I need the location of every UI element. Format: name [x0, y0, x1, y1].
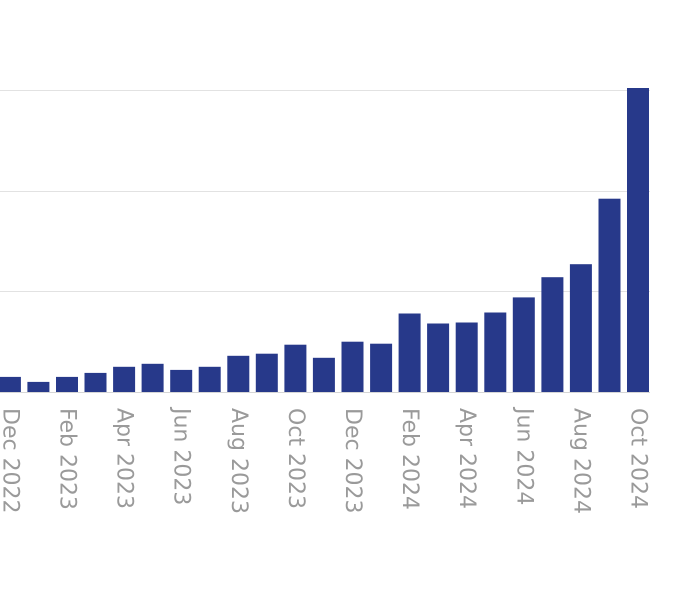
bar-dec-2023	[341, 341, 364, 392]
bar-mar-2024	[427, 323, 450, 392]
bar-feb-2024	[398, 313, 421, 392]
bar-sep-2023	[255, 353, 278, 392]
bar-nov-2023	[312, 357, 335, 392]
bar-apr-2023	[113, 366, 136, 392]
bar-jan-2024	[370, 343, 393, 392]
bar-jul-2024	[541, 277, 564, 392]
x-tick-label-feb-2023: Feb 2023	[55, 408, 80, 510]
bar-jul-2023	[198, 366, 221, 392]
bar-sep-2024	[598, 198, 621, 392]
x-tick-label-dec-2022: Dec 2022	[0, 408, 22, 514]
bar-may-2023	[141, 363, 164, 392]
x-tick-label-apr-2023: Apr 2023	[112, 408, 137, 509]
bar-oct-2024	[627, 88, 649, 392]
x-tick-label-feb-2024: Feb 2024	[397, 408, 422, 510]
bar-aug-2024	[569, 264, 592, 392]
x-axis-tick-labels: Dec 2022 Feb 2023 Apr 2023 Jun 2023 Aug 2023…	[0, 406, 651, 514]
bar-feb-2023	[56, 376, 78, 392]
bar-dec-2022	[0, 376, 21, 392]
bar-apr-2024	[455, 322, 478, 392]
x-tick-label-oct-2024: Oct 2024	[626, 408, 651, 509]
bar-jan-2023	[27, 381, 50, 392]
bar-aug-2023	[227, 355, 250, 392]
x-tick-label-oct-2023: Oct 2023	[283, 408, 308, 509]
x-tick-label-jun-2023: Jun 2023	[169, 406, 194, 505]
bar-may-2024	[484, 312, 507, 392]
gridlines	[0, 90, 650, 292]
x-tick-label-jun-2024: Jun 2024	[511, 406, 536, 505]
bar-jun-2024	[512, 297, 535, 392]
x-tick-label-aug-2023: Aug 2023	[226, 408, 251, 514]
x-tick-label-dec-2023: Dec 2023	[340, 408, 365, 514]
bar-jun-2023	[170, 369, 193, 392]
bars	[0, 88, 649, 392]
x-tick-label-aug-2024: Aug 2024	[568, 408, 593, 514]
x-tick-label-apr-2024: Apr 2024	[454, 408, 479, 509]
bar-mar-2023	[84, 372, 107, 392]
bar-oct-2023	[284, 344, 307, 392]
